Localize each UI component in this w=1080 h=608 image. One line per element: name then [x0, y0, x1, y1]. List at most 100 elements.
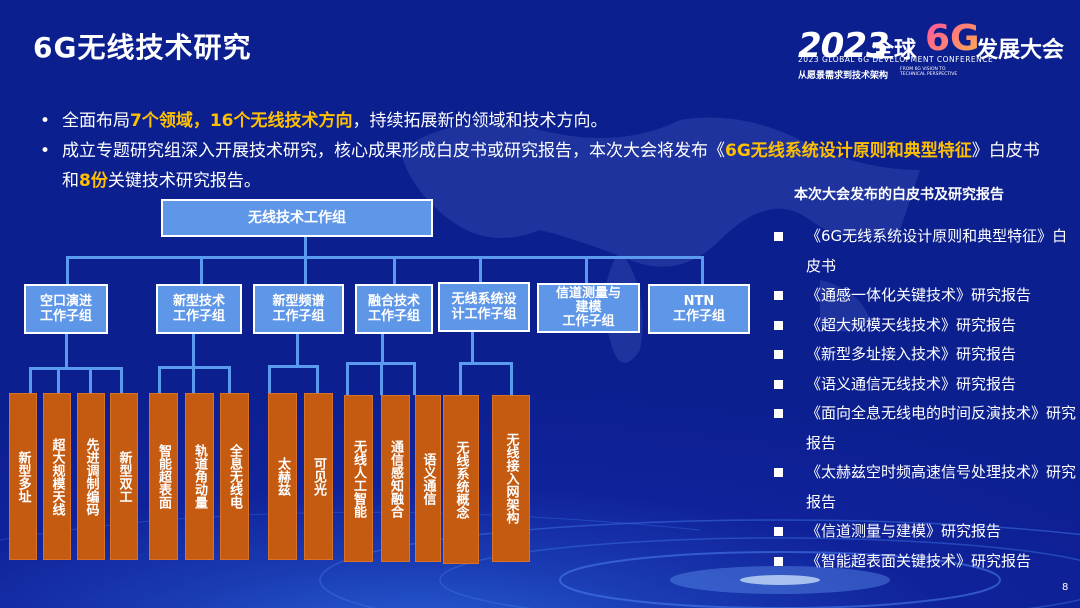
org-leaf: 超大规模天线 [43, 393, 71, 560]
bullet-highlight: 6G无线系统设计原则和典型特征 [725, 141, 972, 161]
org-leaf: 新型多址 [9, 393, 37, 560]
bullet-list: 全面布局7个领域，16个无线技术方向，持续拓展新的领域和技术方向。 成立专题研究… [40, 106, 1050, 196]
connector [66, 256, 69, 284]
report-item: 《信道测量与建模》研究报告 [774, 517, 1078, 547]
connector [29, 367, 32, 393]
connector [120, 367, 123, 393]
leaf-label: 新型双工 [116, 450, 132, 503]
leaf-label: 轨道角动量 [192, 444, 207, 509]
logo-year: 2023 [798, 26, 890, 66]
org-group-channel-measurement: 信道测量与 建模 工作子组 [537, 283, 640, 333]
logo-6g-mark: 6G [925, 18, 980, 59]
connector [381, 334, 384, 364]
connector [459, 362, 462, 395]
connector [701, 256, 704, 284]
org-leaf: 轨道角动量 [185, 393, 214, 560]
leaf-label: 超大规模天线 [49, 437, 65, 516]
connector [530, 256, 704, 259]
connector [29, 367, 122, 370]
published-reports-panel: 本次大会发布的白皮书及研究报告 《6G无线系统设计原则和典型特征》白皮书 《通感… [774, 184, 1078, 577]
org-group-new-tech: 新型技术 工作子组 [156, 284, 242, 334]
org-leaf: 太赫兹 [268, 393, 297, 560]
connector [316, 365, 319, 393]
org-leaf: 可见光 [304, 393, 333, 560]
leaf-label: 语义通信 [420, 452, 436, 505]
group-label: 空口演进 工作子组 [39, 294, 92, 324]
connector [268, 365, 318, 368]
leaf-label: 可见光 [311, 457, 326, 496]
connector [65, 334, 68, 368]
logo-title-part2: 发展大会 [976, 38, 1065, 63]
connector [57, 367, 60, 393]
bullet-item: 全面布局7个领域，16个无线技术方向，持续拓展新的领域和技术方向。 [40, 106, 1050, 136]
report-item: 《语义通信无线技术》研究报告 [774, 370, 1078, 400]
connector [510, 362, 513, 395]
group-label: 新型技术 工作子组 [172, 294, 225, 324]
org-chart: 无线技术工作组 空口演进 工作子组 新型技术 工作子组 新型频谱 工作子组 融合… [9, 199, 750, 564]
leaf-label: 先进调制编码 [83, 437, 99, 516]
bullet-text: 》白皮书和 [62, 141, 1040, 191]
bullet-item: 成立专题研究组深入开展技术研究，核心成果形成白皮书或研究报告，本次大会将发布《6… [40, 136, 1050, 196]
group-label: 无线系统设 计工作子组 [451, 292, 517, 322]
org-leaf: 全息无线电 [220, 393, 249, 560]
group-label: 新型频谱 工作子组 [272, 294, 325, 324]
report-item: 《新型多址接入技术》研究报告 [774, 340, 1078, 370]
bullet-text: 关键技术研究报告。 [107, 171, 261, 191]
org-group-ntn: NTN 工作子组 [648, 284, 750, 334]
org-group-air-interface: 空口演进 工作子组 [24, 284, 108, 334]
connector [200, 256, 203, 284]
connector [158, 366, 161, 393]
logo-title-part1: 全球 [872, 38, 917, 63]
report-item: 《超大规模天线技术》研究报告 [774, 311, 1078, 341]
org-leaf: 语义通信 [415, 395, 441, 562]
connector [413, 362, 416, 395]
report-item: 《太赫兹空时频高速信号处理技术》研究报告 [774, 458, 1078, 517]
report-item: 《智能超表面关键技术》研究报告 [774, 547, 1078, 577]
leaf-label: 无线系统概念 [453, 440, 469, 519]
connector [192, 366, 195, 393]
org-root-label: 无线技术工作组 [248, 209, 346, 226]
connector [66, 256, 681, 259]
bullet-text: ，持续拓展新的领域和技术方向。 [352, 111, 608, 131]
logo-slogan: 从愿景需求到技术架构 [798, 71, 889, 81]
group-label: 信道测量与 建模 工作子组 [555, 286, 621, 329]
connector [304, 235, 307, 257]
connector [228, 366, 231, 393]
connector [268, 365, 271, 393]
leaf-label: 太赫兹 [275, 457, 290, 496]
connector [585, 256, 588, 284]
leaf-label: 无线接入网架构 [503, 433, 519, 524]
leaf-label: 新型多址 [15, 450, 31, 503]
org-leaf: 新型双工 [110, 393, 138, 560]
report-item: 《面向全息无线电的时间反演技术》研究报告 [774, 399, 1078, 458]
page-number: 8 [1062, 582, 1069, 593]
logo-slogan-english: FROM 6G VISION TO TECHNICAL PERSPECTIVE [900, 67, 958, 77]
connector [89, 367, 92, 393]
logo-english-name: 2023 GLOBAL 6G DEVELOPMENT CONFERENCE [798, 55, 994, 64]
group-label: NTN 工作子组 [672, 294, 725, 324]
connector [304, 256, 307, 284]
org-leaf: 无线接入网架构 [492, 395, 530, 562]
bullet-highlight: 8份 [79, 171, 108, 191]
org-group-convergence: 融合技术 工作子组 [355, 284, 433, 334]
connector [380, 362, 383, 395]
bullet-text: 成立专题研究组深入开展技术研究，核心成果形成白皮书或研究报告，本次大会将发布《 [62, 141, 725, 161]
org-leaf: 无线系统概念 [443, 395, 479, 564]
org-group-new-spectrum: 新型频谱 工作子组 [253, 284, 344, 334]
reports-heading: 本次大会发布的白皮书及研究报告 [794, 187, 1004, 203]
connector [192, 334, 195, 367]
connector [296, 334, 299, 367]
leaf-label: 无线人工智能 [351, 439, 366, 518]
group-label: 融合技术 工作子组 [367, 294, 420, 324]
bullet-text: 全面布局 [62, 111, 130, 131]
org-leaf: 智能超表面 [149, 393, 178, 560]
connector [471, 332, 474, 364]
org-root-wireless-tech-wg: 无线技术工作组 [161, 199, 433, 237]
org-leaf: 先进调制编码 [77, 393, 105, 560]
conference-logo: 2023 全球 6G 发展大会 2023 GLOBAL 6G DEVELOPME… [798, 18, 1068, 82]
connector [459, 362, 512, 365]
org-leaf: 无线人工智能 [344, 395, 373, 562]
connector [479, 256, 482, 284]
org-leaf: 通信感知融合 [381, 395, 410, 562]
connector [393, 256, 396, 284]
